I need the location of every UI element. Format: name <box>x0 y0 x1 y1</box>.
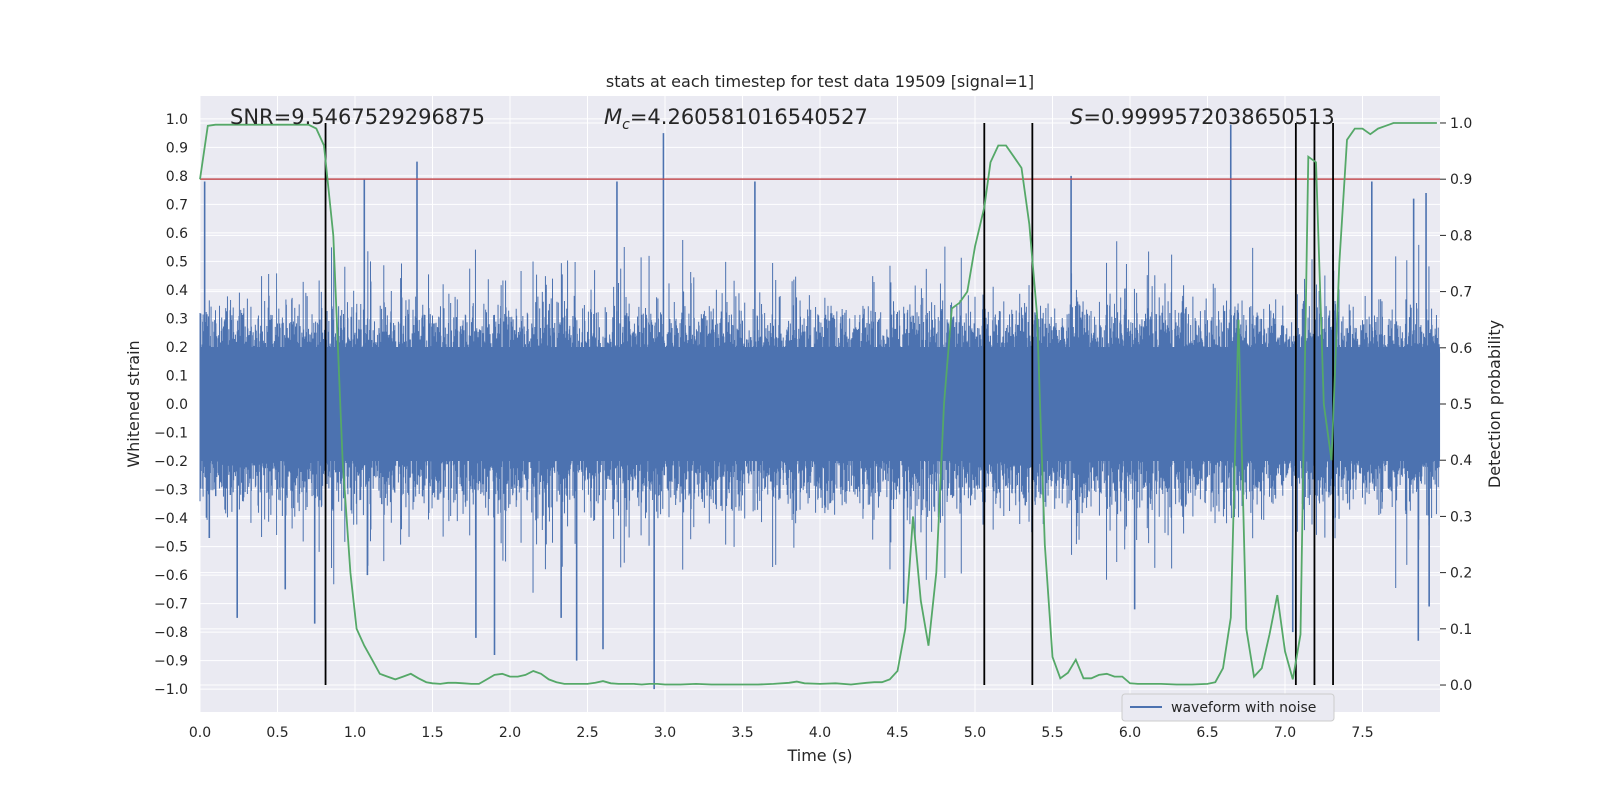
waveform-dense-band <box>200 346 1440 462</box>
y-tick-label: −0.2 <box>154 454 188 470</box>
y-tick-label: −0.7 <box>154 597 188 613</box>
detection-probability-line <box>199 122 1437 686</box>
chirp-mass-annotation: Mc=4.260581016540527 <box>604 105 868 133</box>
s-symbol: S <box>1070 105 1083 129</box>
y-tick-label: 0.0 <box>166 397 188 413</box>
y-tick-label: 0.2 <box>166 340 188 356</box>
y2-tick-label: 1.0 <box>1450 116 1472 132</box>
x-tick-label: 4.0 <box>809 725 831 741</box>
waveform-series <box>199 124 1441 690</box>
y-tick-label: −1.0 <box>154 682 188 698</box>
y-tick-label: 0.5 <box>166 254 188 270</box>
x-tick-label: 5.0 <box>964 725 986 741</box>
y2-tick-label: 0.1 <box>1450 622 1472 638</box>
x-tick-label: 2.0 <box>499 725 521 741</box>
y-tick-label: 0.9 <box>166 140 188 156</box>
x-tick-label: 7.0 <box>1274 725 1296 741</box>
x-axis-label: Time (s) <box>786 746 852 765</box>
x-tick-label: 0.5 <box>266 725 288 741</box>
y-tick-label: 0.3 <box>166 311 188 327</box>
s-annotation: S=0.9999572038650513 <box>1070 105 1335 129</box>
y2-axis-label: Detection probability <box>1485 320 1504 488</box>
y-tick-label: 0.1 <box>166 368 188 384</box>
y-tick-label: −0.6 <box>154 568 188 584</box>
y-tick-label: −0.1 <box>154 426 188 442</box>
y-tick-label: 0.7 <box>166 197 188 213</box>
x-tick-label: 6.0 <box>1119 725 1141 741</box>
y-axis-label: Whitened strain <box>124 340 143 467</box>
y-tick-label: 0.8 <box>166 169 188 185</box>
chirp-mass-symbol: M <box>604 105 622 129</box>
y-tick-label: −0.5 <box>154 540 188 556</box>
y-tick-label: −0.3 <box>154 483 188 499</box>
y-tick-label: −0.8 <box>154 625 188 641</box>
y2-tick-label: 0.4 <box>1450 453 1472 469</box>
y2-tick-label: 0.2 <box>1450 566 1472 582</box>
x-tick-label: 3.0 <box>654 725 676 741</box>
x-tick-label: 4.5 <box>886 725 908 741</box>
x-tick-label: 7.5 <box>1351 725 1373 741</box>
chart-title: stats at each timestep for test data 195… <box>606 72 1034 91</box>
legend: waveform with noise <box>1121 693 1335 722</box>
y-tick-label: −0.9 <box>154 654 188 670</box>
snr-annotation: SNR=9.5467529296875 <box>230 105 485 129</box>
chirp-mass-subscript: c <box>622 117 630 133</box>
x-tick-label: 5.5 <box>1041 725 1063 741</box>
y-tick-labels: 1.0 0.9 0.8 0.7 0.6 0.5 0.4 0.3 0.2 0.1 0.0 −0.1 −0.… <box>154 112 188 698</box>
legend-label: waveform with noise <box>1171 700 1316 716</box>
y-tick-label: 1.0 <box>166 112 188 128</box>
y2-tick-label: 0.3 <box>1450 509 1472 525</box>
x-tick-label: 1.0 <box>344 725 366 741</box>
x-tick-label: 2.5 <box>576 725 598 741</box>
y2-tick-label: 0.5 <box>1450 397 1472 413</box>
y2-tick-label: 0.7 <box>1450 285 1472 301</box>
x-tick-label: 6.5 <box>1196 725 1218 741</box>
chirp-mass-value: =4.260581016540527 <box>630 105 868 129</box>
y2-tick-labels: 0.0 0.1 0.2 0.3 0.4 0.5 0.6 0.7 0.8 0.9 1.0 <box>1440 116 1472 694</box>
x-tick-label: 1.5 <box>421 725 443 741</box>
legend-box <box>1121 693 1335 722</box>
x-tick-label: 3.5 <box>731 725 753 741</box>
y-tick-label: −0.4 <box>154 511 188 527</box>
y2-tick-label: 0.8 <box>1450 228 1472 244</box>
y2-tick-label: 0.6 <box>1450 341 1472 357</box>
y2-tick-label: 0.0 <box>1450 678 1472 694</box>
x-tick-label: 0.0 <box>189 725 211 741</box>
y2-tick-label: 0.9 <box>1450 172 1472 188</box>
y-tick-label: 0.6 <box>166 226 188 242</box>
s-value: =0.9999572038650513 <box>1083 105 1334 129</box>
x-tick-labels: 0.0 0.5 1.0 1.5 2.0 2.5 3.0 3.5 4.0 4.5 5.0 5.5 6.0 6… <box>189 725 1374 741</box>
y-tick-label: 0.4 <box>166 283 188 299</box>
